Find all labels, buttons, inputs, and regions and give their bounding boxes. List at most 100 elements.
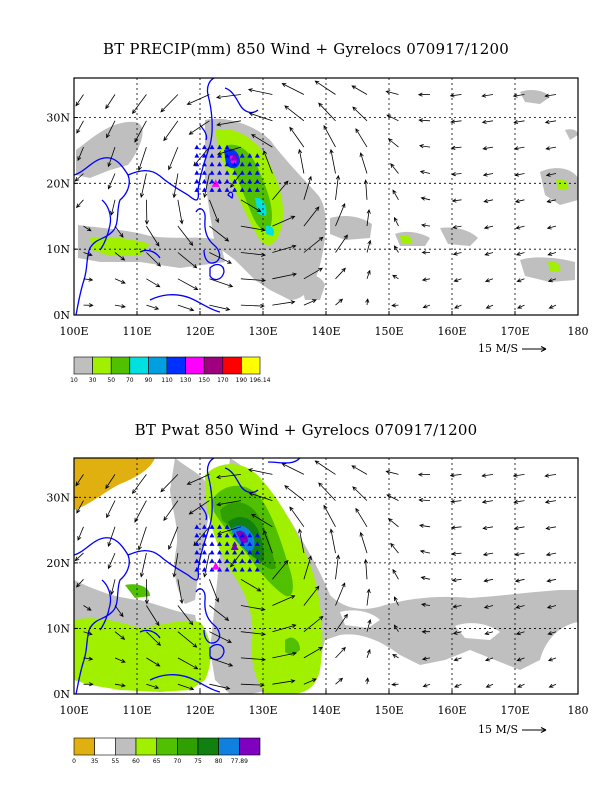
wind-arrow [418, 118, 431, 123]
colorbar-label: 35 [91, 758, 99, 765]
x-tick-label: 150E [374, 325, 403, 338]
panel2-colorbar: 0 35 55 60 65 70 75 80 77.89 [72, 737, 261, 765]
wind-arrow [484, 657, 494, 662]
y-tick-label: 20N [46, 177, 70, 190]
gyreloc-triangle [217, 541, 223, 546]
wind-arrow [482, 172, 494, 177]
wind-arrow [215, 474, 241, 480]
wind-arrow [420, 196, 431, 201]
gyreloc-triangle [254, 178, 260, 184]
gyreloc-triangle [247, 161, 253, 167]
gyreloc-triangle [254, 532, 260, 538]
wind-arrow [146, 225, 160, 247]
wind-arrow [240, 199, 262, 213]
wind-arrow [545, 552, 557, 557]
wind-arrow [335, 613, 348, 632]
wind-arrow [83, 303, 94, 308]
gyreloc-triangle [239, 161, 245, 167]
gyreloc-triangle [224, 153, 230, 158]
wind-arrow [484, 278, 494, 283]
wind-arrow [514, 172, 525, 177]
colorbar-swatch [239, 737, 261, 756]
gyreloc-triangle [209, 541, 215, 546]
wind-arrow [421, 277, 431, 282]
wind-arrow [451, 577, 462, 583]
wind-arrow [318, 102, 336, 122]
wind-arrow [75, 199, 84, 209]
colorbar-swatch [203, 356, 224, 375]
gyreloc-triangle [217, 524, 223, 529]
gyreloc-triangle [232, 187, 238, 192]
wind-arrow [420, 602, 431, 607]
gyreloc-triangle [201, 524, 207, 529]
wind-arrow [114, 252, 126, 261]
wind-arrow [450, 119, 462, 124]
wind-arrow [209, 252, 232, 264]
gyreloc-triangle [247, 566, 253, 572]
wind-arrow [303, 299, 317, 306]
colorbar-label: 196.14 [250, 377, 271, 384]
wind-arrow [216, 146, 242, 156]
wind-arrow [203, 173, 210, 198]
wind-arrow [209, 225, 230, 242]
colorbar-swatch [197, 737, 219, 756]
wind-arrow [452, 224, 462, 230]
panel1-gyreloc-markers [194, 144, 260, 192]
gyreloc-triangle [247, 532, 253, 538]
gyreloc-triangle [201, 144, 207, 150]
wind-arrow [352, 106, 368, 122]
gyreloc-triangle [239, 558, 245, 563]
wind-arrow [247, 468, 273, 475]
wind-arrow [303, 585, 320, 606]
gyreloc-triangle [239, 549, 245, 555]
gyreloc-triangle [194, 541, 200, 546]
wind-arrow [366, 269, 371, 279]
wind-arrow [481, 119, 494, 124]
panel2-wind-vectors [74, 460, 557, 691]
x-tick-label: 140E [311, 704, 340, 717]
colorbar-label: 130 [180, 377, 192, 384]
colorbar-swatch [135, 737, 157, 756]
x-tick-label: 170E [500, 704, 529, 717]
wind-arrow [83, 682, 94, 687]
wind-arrow [186, 94, 210, 105]
colorbar-label: 10 [70, 377, 78, 384]
panel2-gyreloc-markers [194, 524, 260, 572]
panel1-title: BT PRECIP(mm) 850 Wind + Gyrelocs 070917… [103, 40, 509, 58]
wind-arrow [230, 173, 242, 188]
wind-arrow [263, 529, 273, 554]
gyreloc-triangle [209, 524, 215, 529]
wind-arrow [314, 460, 336, 475]
panel1-grid [74, 78, 578, 315]
wind-arrow [452, 604, 462, 609]
wind-arrow [392, 189, 399, 200]
wind-arrow [517, 304, 525, 309]
wind-arrow [393, 624, 399, 632]
wind-arrow [272, 651, 297, 659]
wind-arrow [355, 128, 368, 148]
wind-arrow [547, 251, 557, 256]
x-tick-label: 150E [374, 704, 403, 717]
wind-arrow [513, 499, 525, 504]
wind-arrow [146, 657, 161, 667]
wind-arrow [114, 683, 126, 688]
wind-arrow [177, 579, 184, 605]
wind-arrow [421, 250, 430, 255]
wind-arrow [547, 278, 557, 283]
gyreloc-triangle [232, 532, 238, 538]
wind-arrow [83, 656, 94, 661]
colorbar-label: 50 [107, 377, 115, 384]
wind-arrow [482, 552, 494, 557]
panel2-reference-vector-arrow [522, 727, 547, 733]
x-tick-label: 100E [59, 704, 88, 717]
wind-arrow [289, 126, 305, 148]
gyreloc-triangle [194, 144, 200, 150]
colorbar-swatch [94, 737, 116, 756]
colorbar-swatch [241, 356, 261, 375]
wind-arrow [188, 120, 210, 135]
wind-arrow [418, 498, 431, 503]
wind-arrow [483, 578, 494, 583]
gyreloc-triangle [201, 170, 207, 175]
panel1-reference-vector-arrow [522, 346, 547, 352]
wind-arrow [209, 605, 230, 621]
